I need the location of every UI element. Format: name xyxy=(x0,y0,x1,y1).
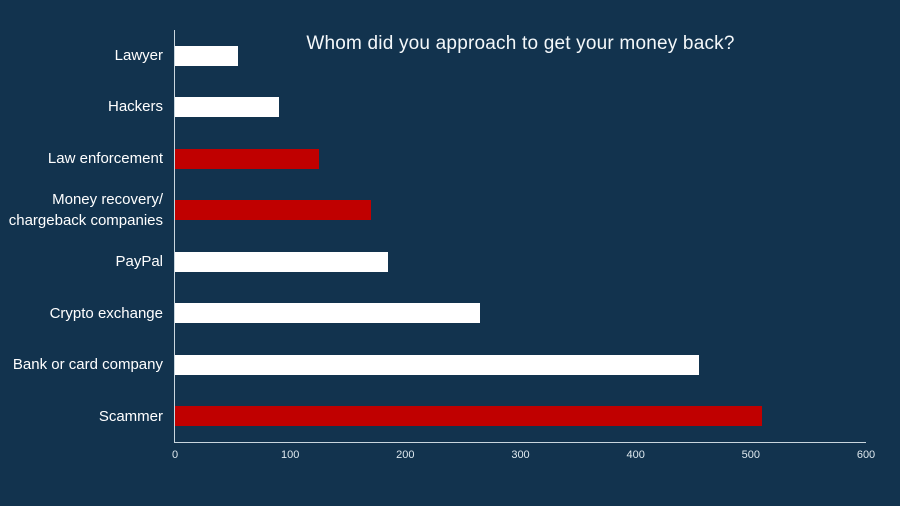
category-label: Bank or card company xyxy=(12,356,163,374)
bar-lawyer xyxy=(175,45,239,66)
x-tick-label: 600 xyxy=(856,449,876,461)
bar-bank-or-card-company xyxy=(175,354,699,375)
x-tick-label: 200 xyxy=(396,449,415,461)
x-tick-label: 300 xyxy=(511,449,530,461)
category-label: Scammer xyxy=(98,408,163,426)
chart-title: Whom did you approach to get your money … xyxy=(306,33,735,54)
bar-row xyxy=(175,82,866,134)
category-label: Hackers xyxy=(107,98,163,116)
bar-money-recovery-chargeback-companies xyxy=(175,200,371,221)
bar-row xyxy=(175,185,866,237)
category-label: Lawyer xyxy=(114,46,163,64)
category-label: PayPal xyxy=(115,253,163,271)
plot-area xyxy=(174,30,866,443)
bar-row xyxy=(175,30,866,82)
category-axis: Lawyer Hackers Law enforcement Money recove… xyxy=(0,30,163,443)
bar-scammer xyxy=(175,406,763,427)
category-label: Crypto exchange xyxy=(49,304,163,322)
x-axis-ticks: 0 100 200 300 400 500 600 xyxy=(0,449,900,465)
bar-law-enforcement xyxy=(175,148,319,169)
bar-row xyxy=(175,339,866,391)
category-label: Money recovery/ chargeback companies xyxy=(8,191,163,229)
bar-row xyxy=(175,236,866,288)
x-tick-label: 100 xyxy=(280,449,300,461)
x-tick-label: 500 xyxy=(741,449,761,461)
bar-paypal xyxy=(175,251,389,272)
bar-row xyxy=(175,391,866,443)
bar-crypto-exchange xyxy=(175,303,481,324)
x-tick-label: 400 xyxy=(626,449,645,461)
bar-row xyxy=(175,133,866,185)
category-label: Law enforcement xyxy=(47,149,163,167)
bar-hackers xyxy=(175,97,279,118)
x-tick-label: 0 xyxy=(171,449,179,461)
bar-row xyxy=(175,288,866,340)
